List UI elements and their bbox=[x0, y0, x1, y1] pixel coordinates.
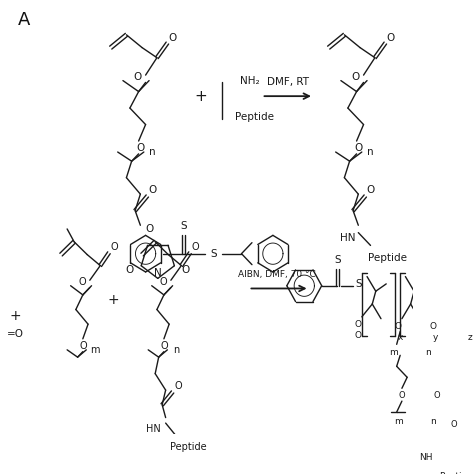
Text: O: O bbox=[395, 321, 402, 330]
Text: S: S bbox=[210, 249, 217, 259]
Text: O: O bbox=[355, 331, 362, 340]
Text: S: S bbox=[181, 221, 187, 231]
Text: Peptide: Peptide bbox=[368, 253, 408, 263]
Text: O: O bbox=[79, 341, 87, 351]
Text: O: O bbox=[110, 242, 118, 252]
Text: +: + bbox=[10, 309, 21, 323]
Text: O: O bbox=[136, 143, 145, 154]
Text: DMF, RT: DMF, RT bbox=[267, 77, 309, 87]
Text: O: O bbox=[168, 33, 177, 43]
Text: O: O bbox=[146, 224, 154, 234]
Text: z: z bbox=[467, 332, 472, 341]
Text: =O: =O bbox=[7, 329, 24, 339]
Text: O: O bbox=[430, 321, 437, 330]
Text: O: O bbox=[182, 264, 190, 275]
Text: O: O bbox=[354, 143, 363, 154]
Text: m: m bbox=[394, 417, 403, 426]
Text: S: S bbox=[334, 255, 341, 265]
Text: HN: HN bbox=[340, 233, 356, 243]
Text: m: m bbox=[90, 345, 100, 355]
Text: n: n bbox=[173, 345, 179, 355]
Text: O: O bbox=[160, 341, 168, 351]
Text: +: + bbox=[108, 293, 119, 307]
Text: +: + bbox=[194, 89, 207, 104]
Text: n: n bbox=[430, 417, 436, 426]
Text: O: O bbox=[355, 319, 362, 328]
Text: A: A bbox=[18, 11, 31, 29]
Text: O: O bbox=[160, 277, 167, 287]
Text: O: O bbox=[352, 72, 360, 82]
Text: O: O bbox=[366, 185, 374, 195]
Text: O: O bbox=[451, 420, 457, 429]
Text: NH: NH bbox=[419, 454, 433, 463]
Text: n: n bbox=[149, 147, 156, 157]
Text: Pepti: Pepti bbox=[439, 472, 462, 474]
Text: O: O bbox=[134, 72, 142, 82]
Text: y: y bbox=[432, 332, 438, 341]
Text: HN: HN bbox=[146, 424, 161, 434]
Text: O: O bbox=[399, 391, 405, 400]
Text: O: O bbox=[191, 242, 199, 252]
Text: O: O bbox=[126, 264, 134, 275]
Text: n: n bbox=[425, 348, 431, 357]
Text: m: m bbox=[389, 348, 398, 357]
Text: AIBN, DMF, 70 °C: AIBN, DMF, 70 °C bbox=[238, 270, 316, 279]
Text: NH₂: NH₂ bbox=[240, 75, 259, 86]
Text: O: O bbox=[174, 382, 182, 392]
Text: N: N bbox=[154, 268, 162, 278]
Text: O: O bbox=[148, 185, 157, 195]
Text: O: O bbox=[386, 33, 395, 43]
Text: Peptide: Peptide bbox=[236, 112, 274, 122]
Text: O: O bbox=[434, 391, 440, 400]
Text: S: S bbox=[355, 279, 362, 289]
Text: n: n bbox=[367, 147, 374, 157]
Text: O: O bbox=[79, 277, 86, 287]
Text: x: x bbox=[398, 332, 403, 341]
Text: Peptide: Peptide bbox=[170, 442, 207, 452]
